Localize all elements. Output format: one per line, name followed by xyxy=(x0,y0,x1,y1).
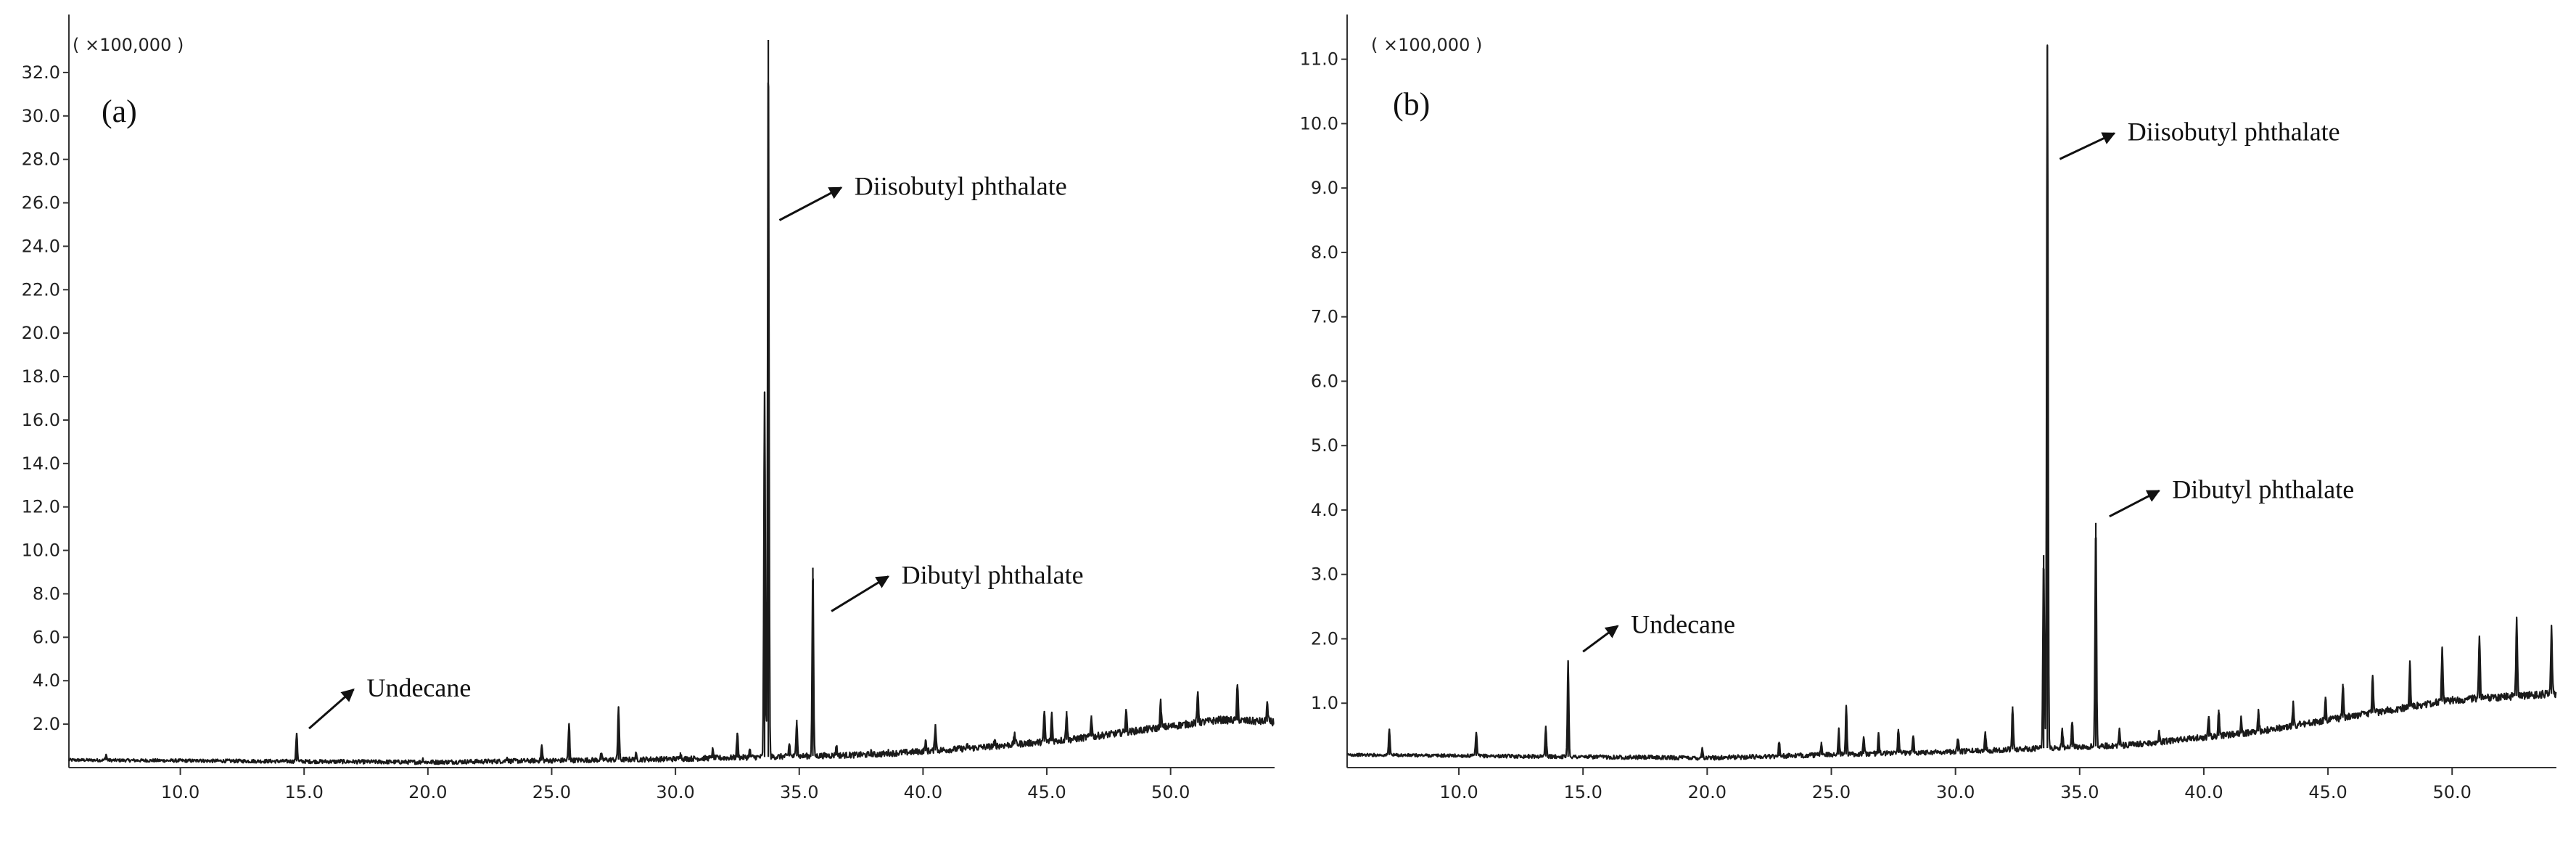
x-tick-label: 35.0 xyxy=(2060,782,2099,802)
annotation-arrow xyxy=(2059,132,2116,160)
y-tick-label: 30.0 xyxy=(22,106,60,126)
y-tick-label: 32.0 xyxy=(22,62,60,83)
annotation-arrow xyxy=(2109,489,2160,518)
annotation-arrow xyxy=(831,575,890,612)
y-tick-label: 8.0 xyxy=(1311,242,1338,263)
annotation-arrow xyxy=(778,186,843,221)
y-tick-label: 18.0 xyxy=(22,366,60,387)
y-tick-label: 24.0 xyxy=(22,236,60,256)
y-tick-label: 8.0 xyxy=(33,583,60,604)
y-tick-label: 26.0 xyxy=(22,193,60,213)
x-tick-label: 45.0 xyxy=(2308,782,2347,802)
panel-label: (b) xyxy=(1393,86,1430,122)
x-tick-label: 40.0 xyxy=(2184,782,2223,802)
y-scale-label: ( ×100,000 ) xyxy=(73,35,184,55)
x-tick-label: 45.0 xyxy=(1027,782,1066,802)
y-tick-label: 4.0 xyxy=(33,670,60,691)
annotation-label: Diisobutyl phthalate xyxy=(2128,118,2340,147)
annotation-label: Dibutyl phthalate xyxy=(2172,474,2354,504)
annotation-arrow xyxy=(308,689,355,730)
x-tick-label: 20.0 xyxy=(408,782,447,802)
y-tick-label: 9.0 xyxy=(1311,178,1338,198)
y-tick-label: 4.0 xyxy=(1311,500,1338,520)
x-tick-label: 30.0 xyxy=(1936,782,1975,802)
y-tick-label: 2.0 xyxy=(33,714,60,734)
annotation-arrow xyxy=(1582,625,1619,653)
y-tick-label: 20.0 xyxy=(22,323,60,343)
y-tick-label: 14.0 xyxy=(22,453,60,474)
chromatogram-panel-a: ( ×100,000 ) (a) 2.0 4.0 6.0 8.0 10.0 12.0 14.0 1… xyxy=(22,15,1275,802)
y-tick-label: 1.0 xyxy=(1311,693,1338,713)
y-tick-label: 2.0 xyxy=(1311,628,1338,649)
x-tick-label: 15.0 xyxy=(284,782,323,802)
x-tick-label: 50.0 xyxy=(2433,782,2472,802)
y-tick-label: 10.0 xyxy=(22,541,60,561)
chromatogram-trace xyxy=(68,82,1275,765)
x-tick-label: 15.0 xyxy=(1563,782,1602,802)
y-tick-label: 12.0 xyxy=(22,497,60,517)
annotation-label: Undecane xyxy=(366,673,471,702)
annotation-label: Undecane xyxy=(1631,610,1735,639)
annotation-label: Diisobutyl phthalate xyxy=(855,172,1067,201)
x-tick-label: 25.0 xyxy=(1812,782,1851,802)
y-tick-label: 11.0 xyxy=(1300,49,1338,70)
x-tick-label: 20.0 xyxy=(1688,782,1727,802)
y-tick-label: 6.0 xyxy=(1311,371,1338,391)
chromatogram-panel-b: ( ×100,000 ) (b) 1.0 2.0 3.0 4.0 5.0 6.0 7.0 8.0 9… xyxy=(1300,15,2557,802)
y-tick-label: 3.0 xyxy=(1311,564,1338,585)
panel-label: (a) xyxy=(102,94,137,129)
x-tick-label: 10.0 xyxy=(161,782,199,802)
y-tick-label: 5.0 xyxy=(1311,435,1338,456)
annotation-label: Dibutyl phthalate xyxy=(902,561,1084,590)
y-tick-label: 28.0 xyxy=(22,149,60,170)
x-tick-label: 40.0 xyxy=(904,782,942,802)
x-tick-label: 10.0 xyxy=(1439,782,1478,802)
x-tick-label: 25.0 xyxy=(532,782,571,802)
x-tick-label: 50.0 xyxy=(1151,782,1190,802)
chromatogram-trace xyxy=(1346,44,2557,761)
y-tick-label: 16.0 xyxy=(22,410,60,430)
y-tick-label: 7.0 xyxy=(1311,307,1338,327)
y-tick-label: 10.0 xyxy=(1300,113,1338,133)
y-scale-label: ( ×100,000 ) xyxy=(1371,35,1482,55)
x-tick-label: 30.0 xyxy=(656,782,694,802)
y-tick-label: 6.0 xyxy=(33,627,60,647)
x-tick-label: 35.0 xyxy=(780,782,818,802)
y-tick-label: 22.0 xyxy=(22,279,60,300)
